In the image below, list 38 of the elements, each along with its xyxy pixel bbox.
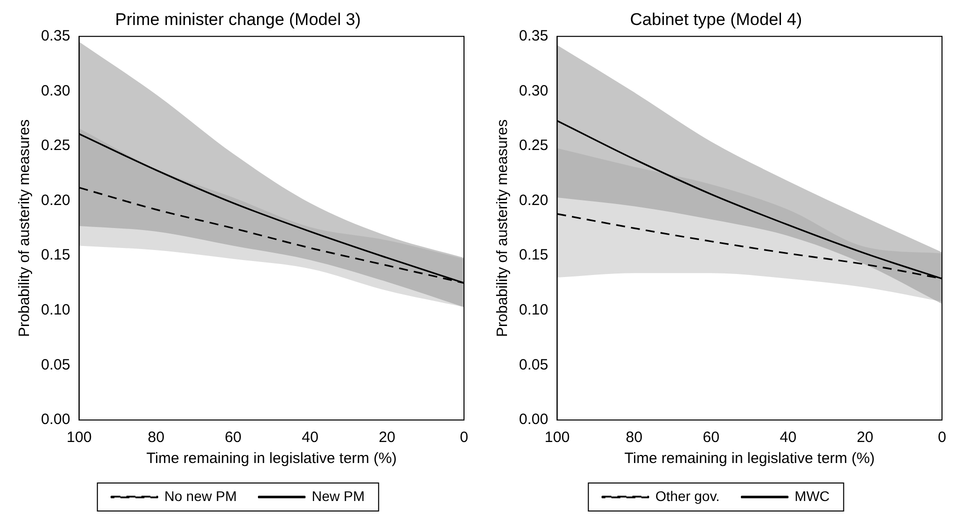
- legend-label: No new PM: [164, 488, 237, 504]
- legend-label: MWC: [794, 488, 830, 504]
- y-tick-label: 0.30: [518, 82, 548, 100]
- x-tick-label: 100: [66, 429, 92, 446]
- y-tick-label: 0.10: [518, 302, 548, 319]
- x-tick-label: 0: [460, 429, 468, 446]
- y-tick-label: 0.20: [40, 192, 70, 209]
- x-tick-label: 60: [702, 429, 720, 446]
- y-tick-label: 0.30: [40, 82, 70, 100]
- y-tick-label: 0.10: [40, 302, 70, 319]
- chart-title: Cabinet type (Model 4): [630, 10, 802, 29]
- x-tick-label: 100: [544, 429, 570, 446]
- y-tick-label: 0.00: [40, 411, 70, 428]
- x-tick-label: 0: [938, 429, 946, 446]
- x-tick-label: 40: [780, 429, 796, 446]
- y-tick-label: 0.25: [518, 137, 548, 154]
- y-tick-label: 0.00: [518, 411, 548, 428]
- y-tick-label: 0.25: [40, 137, 70, 154]
- x-tick-label: 60: [224, 429, 242, 446]
- x-axis-title: Time remaining in legislative term (%): [624, 450, 875, 468]
- chart-title: Prime minister change (Model 3): [115, 10, 361, 29]
- y-tick-label: 0.05: [40, 356, 70, 374]
- x-tick-label: 20: [378, 429, 396, 446]
- y-tick-label: 0.15: [518, 246, 548, 264]
- y-tick-label: 0.35: [40, 28, 70, 45]
- legend-label: New PM: [312, 488, 365, 504]
- x-tick-label: 20: [856, 429, 874, 446]
- legend-label: Other gov.: [655, 488, 720, 504]
- y-tick-label: 0.05: [518, 356, 548, 374]
- x-tick-label: 80: [626, 429, 642, 446]
- y-axis-title: Probability of austerity measures: [494, 119, 512, 338]
- y-tick-label: 0.35: [518, 28, 548, 45]
- x-tick-label: 80: [148, 429, 164, 446]
- x-tick-label: 40: [302, 429, 318, 446]
- y-tick-label: 0.20: [518, 192, 548, 209]
- y-tick-label: 0.15: [40, 246, 70, 264]
- y-axis-title: Probability of austerity measures: [16, 119, 34, 338]
- x-axis-title: Time remaining in legislative term (%): [146, 450, 397, 468]
